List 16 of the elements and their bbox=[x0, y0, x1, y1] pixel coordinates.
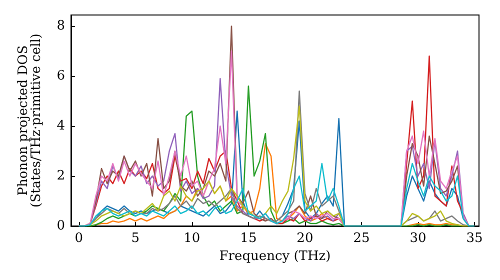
x-tick-label: 15 bbox=[240, 231, 257, 246]
y-tick-label: 4 bbox=[56, 118, 65, 134]
x-axis-title: Frequency (THz) bbox=[219, 249, 331, 264]
x-tick-label: 25 bbox=[353, 231, 370, 246]
x-tick-label: 0 bbox=[74, 231, 84, 246]
y-axis-title: Phonon projected DOS (States/THz·primitive cell) bbox=[16, 33, 44, 208]
x-tick-label: 30 bbox=[410, 231, 426, 246]
x-tick-label: 5 bbox=[131, 231, 140, 246]
y-tick-label: 0 bbox=[56, 218, 65, 234]
x-tick-label: 35 bbox=[466, 231, 483, 246]
y-tick-label: 2 bbox=[56, 168, 65, 184]
y-tick-label: 8 bbox=[56, 18, 65, 34]
line-series bbox=[78, 162, 476, 227]
x-tick-label: 20 bbox=[296, 231, 314, 246]
y-tick-label: 6 bbox=[56, 68, 65, 84]
x-tick-label: 10 bbox=[184, 231, 200, 246]
